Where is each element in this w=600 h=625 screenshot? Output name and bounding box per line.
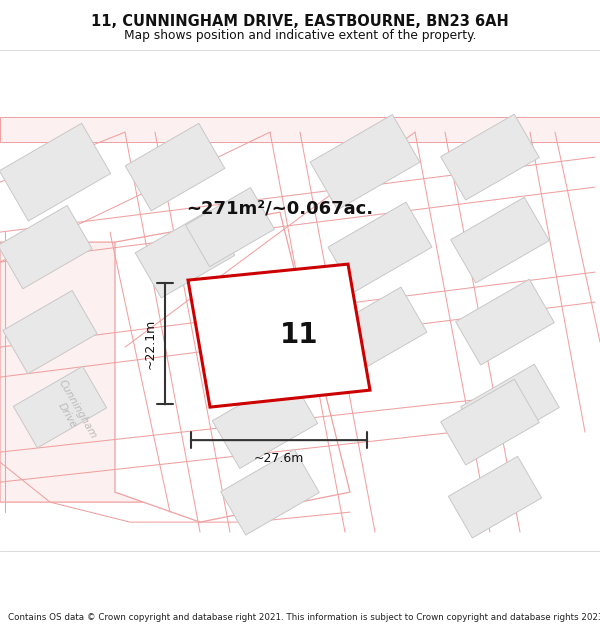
Text: 11, CUNNINGHAM DRIVE, EASTBOURNE, BN23 6AH: 11, CUNNINGHAM DRIVE, EASTBOURNE, BN23 6… bbox=[91, 14, 509, 29]
Polygon shape bbox=[455, 279, 554, 365]
Text: ~271m²/~0.067ac.: ~271m²/~0.067ac. bbox=[187, 199, 374, 217]
Polygon shape bbox=[0, 206, 92, 289]
Polygon shape bbox=[310, 114, 420, 210]
Polygon shape bbox=[440, 114, 539, 200]
Polygon shape bbox=[188, 264, 370, 407]
Polygon shape bbox=[135, 211, 235, 298]
Polygon shape bbox=[13, 366, 107, 448]
Text: Map shows position and indicative extent of the property.: Map shows position and indicative extent… bbox=[124, 29, 476, 42]
Polygon shape bbox=[0, 117, 600, 142]
Polygon shape bbox=[0, 242, 180, 502]
Polygon shape bbox=[3, 291, 97, 374]
Polygon shape bbox=[451, 198, 550, 283]
Text: Cunningham
Drive: Cunningham Drive bbox=[46, 378, 98, 446]
Polygon shape bbox=[448, 456, 542, 538]
Polygon shape bbox=[328, 202, 432, 292]
Polygon shape bbox=[0, 123, 110, 221]
Polygon shape bbox=[115, 212, 350, 522]
Polygon shape bbox=[212, 376, 318, 469]
Polygon shape bbox=[461, 364, 559, 450]
Text: Contains OS data © Crown copyright and database right 2021. This information is : Contains OS data © Crown copyright and d… bbox=[8, 613, 600, 622]
Text: ~22.1m: ~22.1m bbox=[144, 319, 157, 369]
Text: 11: 11 bbox=[280, 321, 318, 349]
Text: ~27.6m: ~27.6m bbox=[254, 452, 304, 465]
Polygon shape bbox=[125, 123, 225, 211]
Polygon shape bbox=[221, 449, 319, 535]
Polygon shape bbox=[440, 379, 539, 465]
Polygon shape bbox=[323, 287, 427, 377]
Polygon shape bbox=[185, 188, 274, 267]
